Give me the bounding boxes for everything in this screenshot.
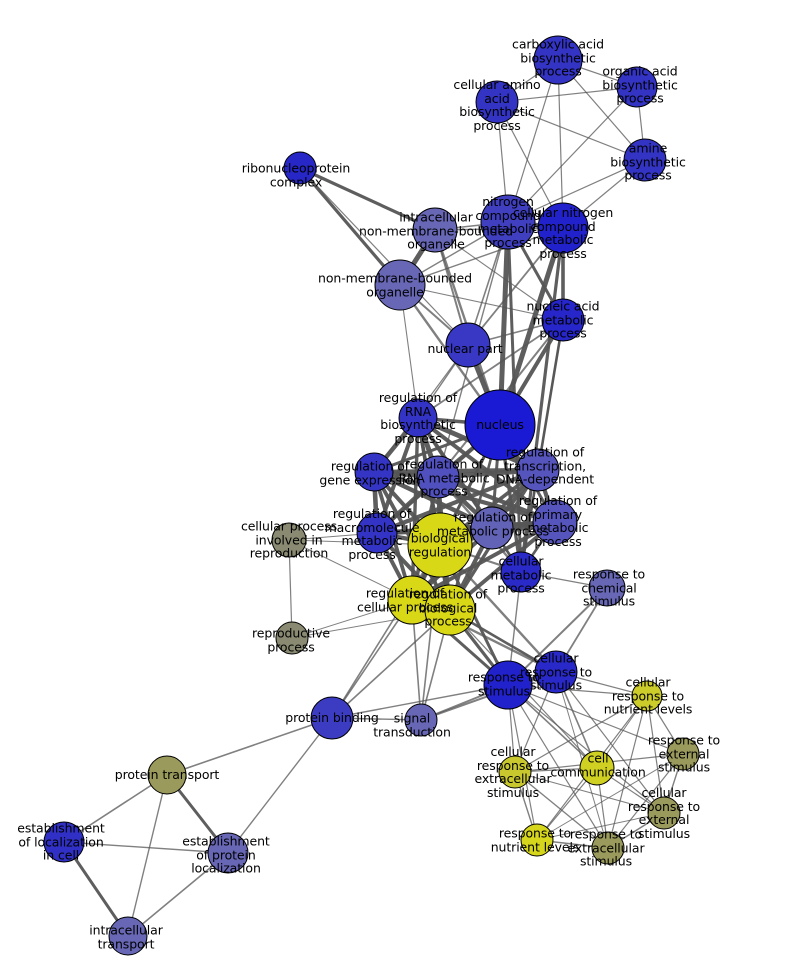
graph-node-nuclear_part[interactable] (445, 322, 491, 368)
graph-edge (417, 319, 564, 419)
graph-edge (514, 695, 648, 773)
graph-edge (371, 469, 558, 525)
graph-node-biological_regulation[interactable] (407, 512, 473, 578)
graph-edge (371, 469, 495, 531)
graph-edge (298, 166, 437, 232)
graph-node-protein_transport[interactable] (147, 755, 187, 795)
graph-edge (166, 717, 333, 776)
graph-edge (496, 101, 646, 161)
graph-node-nmb_organelle[interactable] (374, 259, 426, 311)
graph-node-carboxylic_acid_bio[interactable] (533, 35, 583, 85)
graph-edge (63, 841, 229, 854)
graph-node-ribonucleoprotein_complex[interactable] (283, 151, 317, 185)
graph-node-cellular_response_external[interactable] (647, 796, 681, 830)
graph-node-amine_bio[interactable] (623, 138, 667, 182)
graph-node-organic_acid_bio[interactable] (616, 66, 658, 108)
graph-node-reg_metabolic[interactable] (470, 506, 514, 550)
graph-node-cellular_amino_acid_bio[interactable] (475, 80, 519, 124)
graph-node-reg_macromolecule_met[interactable] (356, 512, 398, 554)
graph-edge (434, 229, 564, 321)
graph-node-reg_primary_met[interactable] (532, 499, 578, 545)
graph-node-reg_gene_expression[interactable] (354, 452, 394, 492)
graph-edge (555, 671, 665, 814)
graph-node-intracellular_nmb_organelle[interactable] (412, 207, 458, 253)
graph-node-protein_binding[interactable] (310, 696, 354, 740)
graph-edge (331, 544, 441, 719)
graph-node-cellular_nitrogen_compound_met[interactable] (537, 202, 589, 254)
graph-edge (331, 609, 451, 719)
graph-node-cellular_response_nutrient[interactable] (631, 680, 663, 712)
graph-edge (496, 86, 638, 103)
graph-node-response_nutrient_levels[interactable] (520, 823, 554, 857)
graph-edge (607, 695, 648, 849)
graph-edge (557, 59, 564, 229)
graph-edge (646, 695, 665, 814)
edge-layer (62, 59, 684, 938)
graph-edge (514, 771, 665, 814)
graph-node-cell_communication[interactable] (579, 750, 615, 786)
graph-node-establishment_localization_cell[interactable] (43, 821, 85, 863)
graph-node-intracellular_transport[interactable] (108, 916, 148, 956)
graph-node-nitrogen_compound_met[interactable] (480, 194, 536, 250)
graph-edge (227, 717, 333, 854)
node-layer (43, 35, 700, 956)
graph-edge (399, 227, 564, 286)
graph-node-cellular_response_extracellular[interactable] (498, 755, 532, 789)
graph-node-response_extracellular_stimulus[interactable] (591, 831, 625, 865)
graph-edge (507, 684, 609, 849)
graph-node-nucleic_acid_met[interactable] (541, 298, 585, 342)
graph-node-reproductive_process[interactable] (275, 621, 309, 655)
graph-node-response_to_stimulus[interactable] (483, 660, 533, 710)
graph-node-cellular_metabolic[interactable] (500, 551, 542, 593)
graph-edge (298, 166, 402, 287)
graph-edge (299, 167, 469, 346)
graph-node-cellular_response_stimulus[interactable] (534, 650, 578, 694)
graph-edge (507, 59, 559, 223)
graph-node-nucleus[interactable] (464, 389, 536, 461)
graph-edge (331, 684, 509, 719)
graph-edge (514, 771, 609, 849)
graph-node-cellular_process_reproduction[interactable] (271, 522, 307, 558)
graph-edge (127, 774, 168, 937)
graph-edge (536, 812, 665, 841)
graph-node-response_external_stimulus[interactable] (666, 737, 700, 771)
graph-edge (127, 852, 229, 937)
graph-node-signal_transduction[interactable] (404, 703, 438, 737)
graph-node-reg_biological_process[interactable] (424, 584, 476, 636)
graph-edge (399, 284, 564, 321)
graph-node-reg_transcription_dna[interactable] (516, 448, 560, 492)
graph-edge (507, 684, 665, 814)
graph-node-reg_rna_met[interactable] (416, 455, 460, 499)
graph-edge (507, 86, 638, 223)
graph-node-establishment_protein_localization[interactable] (207, 832, 249, 874)
graph-edge (536, 753, 684, 841)
graph-node-reg_rna_bio[interactable] (398, 398, 438, 438)
graph-node-response_chemical_stimulus[interactable] (588, 569, 626, 607)
graph-edge (537, 319, 564, 471)
